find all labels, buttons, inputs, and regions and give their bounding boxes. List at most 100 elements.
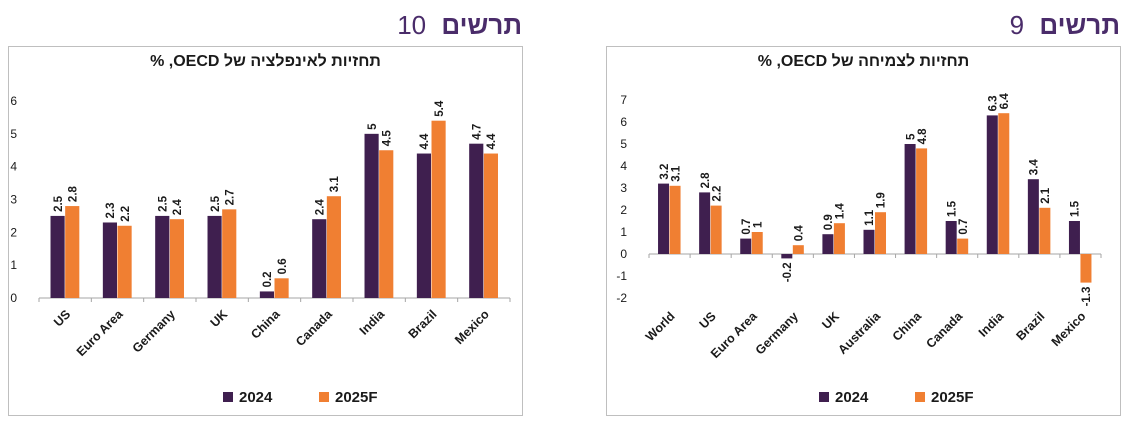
data-label: 1.1: [864, 209, 876, 226]
x-tick-label-germany: Germany: [753, 309, 801, 357]
y-tick-label: 4: [10, 160, 17, 174]
data-label: 6.3: [988, 95, 1000, 111]
y-tick-label: 2: [10, 225, 17, 239]
figure-label-10: תרשים 10: [397, 10, 522, 41]
x-tick-label-australia: Australia: [835, 308, 883, 356]
bar-2025f-brazil: [431, 120, 446, 298]
bar-2025f-india: [998, 113, 1010, 254]
data-label: 2.4: [315, 199, 327, 216]
data-label: 1.4: [835, 203, 847, 220]
data-label: -0.2: [782, 262, 794, 282]
bar-2025f-canada: [957, 238, 969, 254]
data-label: 1.5: [946, 200, 958, 217]
x-tick-label-india: India: [357, 306, 388, 337]
bar-2025f-uk: [222, 209, 237, 298]
data-label: 2.4: [172, 199, 184, 216]
data-label: 2.8: [700, 172, 712, 189]
x-tick-label-uk: UK: [819, 309, 842, 332]
y-tick-label: 6: [10, 94, 17, 108]
bar-2024-germany: [155, 215, 170, 298]
bar-2025f-mexico: [1080, 254, 1092, 283]
bar-2024-us: [50, 215, 65, 298]
data-label: 2.2: [711, 186, 723, 202]
y-tick-label: -2: [616, 291, 627, 305]
data-label: 0.7: [741, 219, 753, 235]
figure-label-word: תרשים: [441, 10, 522, 40]
figure-label-number: 9: [1009, 10, 1025, 40]
data-label: 2.3: [105, 202, 117, 218]
x-tick-label-canada: Canada: [293, 306, 336, 349]
bar-2025f-germany: [169, 219, 184, 298]
legend-label-2025f: 2025F: [335, 389, 378, 406]
y-tick-label: 0: [620, 247, 627, 261]
bar-2024-china: [259, 291, 274, 298]
bar-2024-canada: [312, 219, 327, 298]
legend-label-2024: 2024: [239, 389, 273, 406]
bar-2024-uk: [207, 215, 222, 298]
x-tick-label-mexico: Mexico: [1049, 309, 1089, 349]
x-tick-label-canada: Canada: [923, 308, 966, 351]
data-label: 2.5: [158, 195, 170, 212]
bar-2025f-euro-area: [751, 232, 763, 254]
figure-label-number: 10: [397, 10, 427, 40]
x-tick-label-world: World: [643, 309, 678, 344]
data-label: 2.1: [1040, 187, 1052, 204]
data-label: 6.4: [999, 93, 1011, 110]
bar-2024-china: [904, 144, 916, 254]
bar-2024-india: [364, 133, 379, 298]
data-label: 2.5: [53, 195, 65, 212]
bar-2024-brazil: [1027, 179, 1039, 254]
bar-2024-uk: [822, 234, 834, 254]
legend-label-2025f: 2025F: [931, 389, 974, 406]
data-label: 1: [752, 221, 764, 228]
data-label: 4.4: [419, 133, 431, 150]
x-tick-label-brazil: Brazil: [1014, 309, 1048, 343]
y-tick-label: 5: [620, 137, 627, 151]
bar-2025f-us: [710, 205, 722, 254]
bar-2024-india: [986, 115, 998, 255]
x-tick-label-us: US: [697, 309, 719, 331]
bar-2024-mexico: [469, 143, 484, 298]
data-label: 4.8: [917, 128, 929, 145]
bar-2024-germany: [781, 254, 793, 259]
bar-2025f-world: [669, 185, 681, 254]
bar-2025f-uk: [833, 223, 845, 254]
bar-2024-euro-area: [740, 238, 752, 254]
inflation-chart-panel: תחזיות לאינפלציה של OECD, % 0 1 2 3 4 5 6 2.5 2.…: [8, 46, 523, 416]
bar-2024-australia: [863, 229, 875, 254]
bar-2024-brazil: [416, 153, 431, 298]
x-tick-label-us: US: [51, 307, 73, 329]
data-label: 3.1: [329, 176, 341, 193]
data-label: 2.7: [224, 189, 236, 205]
bar-2025f-brazil: [1039, 207, 1051, 254]
figure-label-9: תרשים 9: [1010, 10, 1120, 41]
y-tick-label: 1: [620, 225, 627, 239]
data-label: 2.8: [67, 185, 79, 202]
x-tick-label-india: India: [976, 308, 1007, 339]
growth-chart-panel: תחזיות לצמיחה של OECD, % -2 -1 0 1 2 3 4 5 6 7 3.2…: [606, 46, 1121, 416]
data-label: 2.2: [120, 206, 132, 222]
x-tick-label-germany: Germany: [130, 307, 178, 355]
data-label: 3.2: [659, 164, 671, 180]
bar-2025f-euro-area: [117, 225, 132, 298]
data-label: 5: [905, 133, 917, 140]
data-label: 0.2: [262, 271, 274, 287]
bar-2025f-china: [274, 278, 289, 298]
x-tick-label-mexico: Mexico: [452, 307, 492, 347]
data-label: 4.5: [381, 130, 393, 147]
x-tick-label-china: China: [248, 306, 283, 341]
y-tick-label: 4: [620, 159, 627, 173]
bar-2024-euro-area: [102, 222, 117, 298]
growth-chart-title: תחזיות לצמיחה של OECD, %: [757, 53, 970, 70]
inflation-chart-title: תחזיות לאינפלציה של OECD, %: [150, 53, 381, 70]
bar-2025f-australia: [875, 212, 887, 254]
x-tick-label-china: China: [890, 308, 925, 343]
data-label: 1.5: [1070, 200, 1082, 217]
legend-label-2024: 2024: [835, 389, 869, 406]
data-label: 2.5: [210, 195, 222, 212]
bar-2024-world: [658, 183, 670, 254]
y-tick-label: 7: [620, 93, 627, 107]
data-label: 5.4: [434, 100, 446, 117]
y-tick-label: -1: [616, 269, 627, 283]
